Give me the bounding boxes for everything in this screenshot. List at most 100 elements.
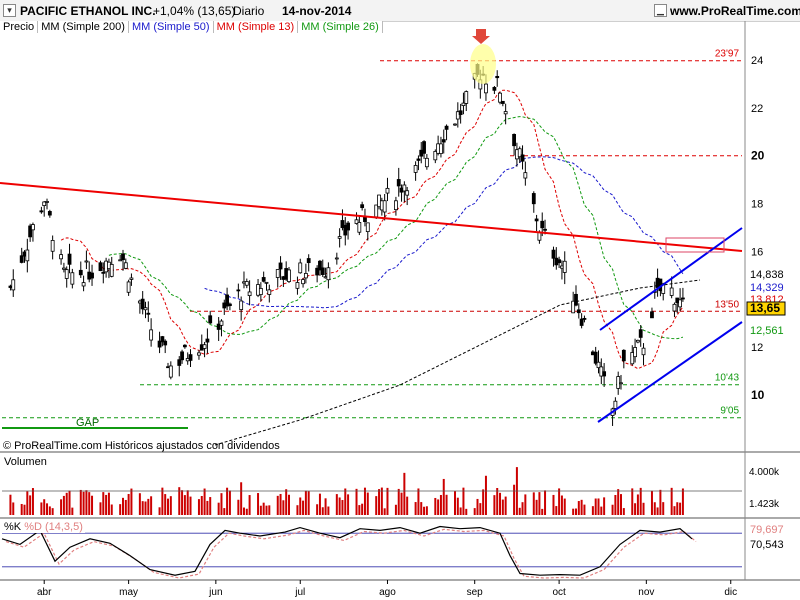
legend-ma13[interactable]: MM (Simple 13) bbox=[213, 21, 299, 33]
candle-body bbox=[413, 165, 418, 173]
candle-body bbox=[672, 303, 677, 312]
candle-body bbox=[62, 267, 66, 270]
candle-body bbox=[439, 143, 443, 154]
candle-body bbox=[301, 279, 305, 285]
candle-body bbox=[264, 281, 269, 284]
ma13-line bbox=[60, 89, 684, 370]
oscillator: 79,697 70,543 bbox=[1, 523, 785, 579]
candle-body bbox=[551, 249, 556, 259]
osc-d-line bbox=[5, 528, 697, 579]
candle-body bbox=[540, 220, 545, 229]
candle-body bbox=[143, 307, 148, 311]
legend-ma200[interactable]: MM (Simple 200) bbox=[38, 21, 129, 33]
target-box bbox=[665, 237, 725, 253]
candle-body bbox=[520, 154, 525, 162]
minimize-icon[interactable]: ▁ bbox=[654, 4, 667, 17]
candle-body bbox=[455, 111, 460, 120]
candle-body bbox=[492, 87, 497, 91]
candle-body bbox=[346, 222, 350, 231]
price-tick-18: 18 bbox=[751, 199, 763, 211]
osc-k-label: %K bbox=[4, 521, 22, 533]
candle-body bbox=[444, 125, 449, 130]
candle-body bbox=[168, 365, 173, 378]
candle-body bbox=[123, 262, 128, 269]
candle-body bbox=[596, 361, 601, 369]
trendlines bbox=[0, 29, 743, 423]
candle-body bbox=[641, 347, 646, 356]
level-1350-label: 13'50 bbox=[715, 299, 740, 310]
candle-body bbox=[205, 338, 210, 343]
osc-k-value: 70,543 bbox=[750, 539, 784, 551]
candle-body bbox=[416, 158, 421, 161]
candle-body bbox=[464, 91, 469, 104]
candle-body bbox=[306, 258, 311, 264]
channel-upper-line bbox=[599, 227, 743, 331]
candle-body bbox=[385, 187, 390, 194]
candle-body bbox=[621, 349, 626, 362]
candle-body bbox=[129, 277, 134, 280]
candle-body bbox=[396, 179, 401, 187]
candle-body bbox=[295, 282, 300, 289]
ma26-value: 12,561 bbox=[750, 325, 784, 337]
candle-body bbox=[278, 262, 283, 270]
legend-ma50[interactable]: MM (Simple 50) bbox=[128, 21, 214, 33]
candle-body bbox=[661, 282, 666, 294]
candle-body bbox=[219, 320, 224, 326]
candle-body bbox=[236, 289, 241, 292]
candle-body bbox=[318, 260, 322, 271]
candle-body bbox=[669, 287, 674, 296]
candle-body bbox=[602, 371, 607, 377]
candle-body bbox=[576, 309, 581, 314]
collapse-icon[interactable]: ▾ bbox=[3, 4, 16, 17]
channel-lower-line bbox=[597, 321, 743, 423]
candle-body bbox=[424, 157, 429, 168]
candle-body bbox=[64, 269, 69, 279]
candle-body bbox=[303, 273, 308, 279]
candle-body bbox=[216, 323, 221, 330]
candle-body bbox=[354, 219, 359, 224]
candle-body bbox=[320, 267, 325, 275]
month-label-ago: ago bbox=[379, 587, 396, 598]
candle-body bbox=[495, 75, 500, 79]
candle-body bbox=[157, 340, 162, 348]
candle-body bbox=[630, 352, 635, 365]
ma200-line bbox=[214, 279, 701, 446]
ma200-value-box bbox=[747, 268, 785, 281]
candle-body bbox=[402, 184, 407, 192]
candle-body bbox=[593, 351, 598, 364]
month-label-jun: jun bbox=[208, 587, 222, 598]
month-label-nov: nov bbox=[638, 587, 654, 598]
candle-body bbox=[635, 339, 640, 343]
candles bbox=[8, 63, 685, 426]
site-name: www.ProRealTime.com bbox=[670, 4, 800, 18]
candle-body bbox=[543, 228, 547, 231]
timeframe-label: Diario bbox=[233, 4, 265, 18]
panel-frames bbox=[0, 21, 800, 581]
level-905-label: 9'05 bbox=[720, 406, 739, 417]
horizontal-levels: 23'97 13'50 10'43 9'05 bbox=[2, 49, 742, 429]
candle-body bbox=[267, 289, 272, 295]
instrument-title: PACIFIC ETHANOL INC. bbox=[20, 4, 156, 18]
candle-body bbox=[453, 123, 457, 126]
gap-label: GAP bbox=[76, 417, 100, 429]
candle-body bbox=[360, 204, 365, 209]
candle-body bbox=[650, 311, 654, 319]
candle-body bbox=[512, 133, 516, 147]
candle-body bbox=[315, 267, 320, 276]
candle-body bbox=[160, 336, 165, 343]
volume-tick-min: 1.423k bbox=[749, 499, 780, 510]
candle-body bbox=[67, 253, 72, 265]
candle-body bbox=[422, 141, 426, 154]
candle-body bbox=[182, 344, 187, 348]
osc-d-label: %D (14,3,5) bbox=[24, 521, 83, 533]
indicator-legend: Precio MM (Simple 200) MM (Simple 50) MM (S… bbox=[0, 21, 383, 35]
candle-body bbox=[557, 259, 562, 264]
candle-body bbox=[118, 259, 123, 262]
candle-body bbox=[619, 382, 623, 385]
month-label-jul: jul bbox=[294, 587, 305, 598]
legend-price[interactable]: Precio bbox=[0, 21, 39, 33]
candle-body bbox=[244, 281, 249, 286]
osc-k-line bbox=[1, 525, 693, 576]
candle-body bbox=[28, 225, 33, 238]
legend-ma26[interactable]: MM (Simple 26) bbox=[298, 21, 383, 33]
